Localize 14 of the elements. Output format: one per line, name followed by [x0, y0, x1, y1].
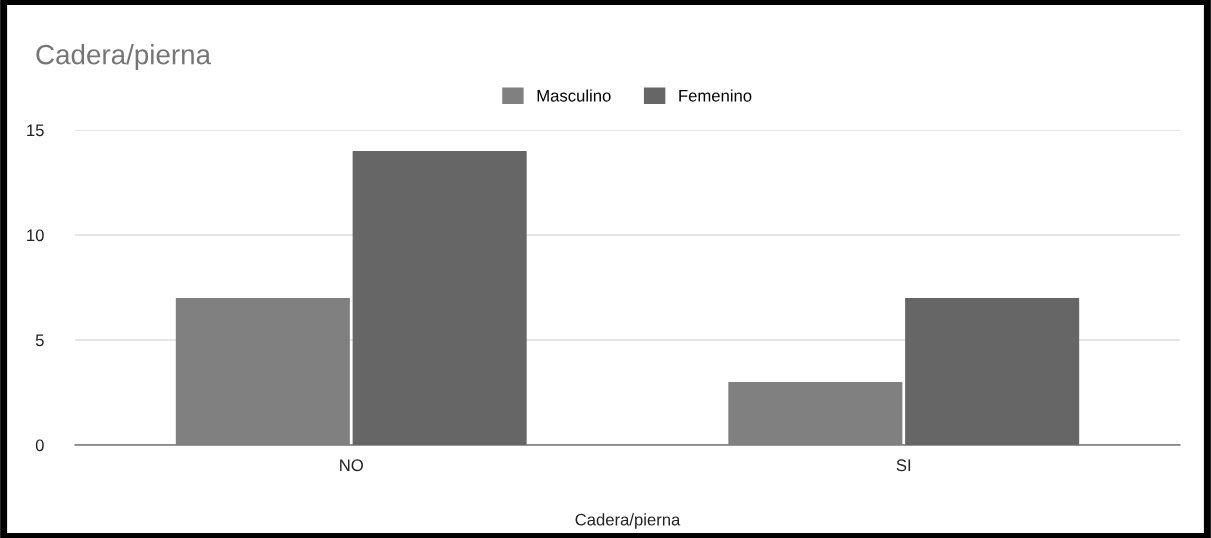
legend-label: Femenino — [679, 89, 752, 102]
y-tick-label: 5 — [35, 334, 44, 347]
x-axis-title: Cadera/pierna — [575, 513, 681, 529]
x-tick-label: SI — [896, 459, 911, 472]
bar — [728, 382, 903, 445]
y-tick-label: 15 — [27, 124, 44, 137]
y-tick-label: 0 — [35, 439, 44, 452]
x-tick-label: NO — [340, 459, 363, 472]
bar — [175, 298, 350, 445]
chart-title: Cadera/pierna — [36, 44, 212, 70]
y-tick-label: 10 — [27, 229, 44, 242]
bar — [352, 151, 527, 445]
legend-label: Masculino — [537, 89, 611, 102]
bar — [905, 298, 1080, 445]
